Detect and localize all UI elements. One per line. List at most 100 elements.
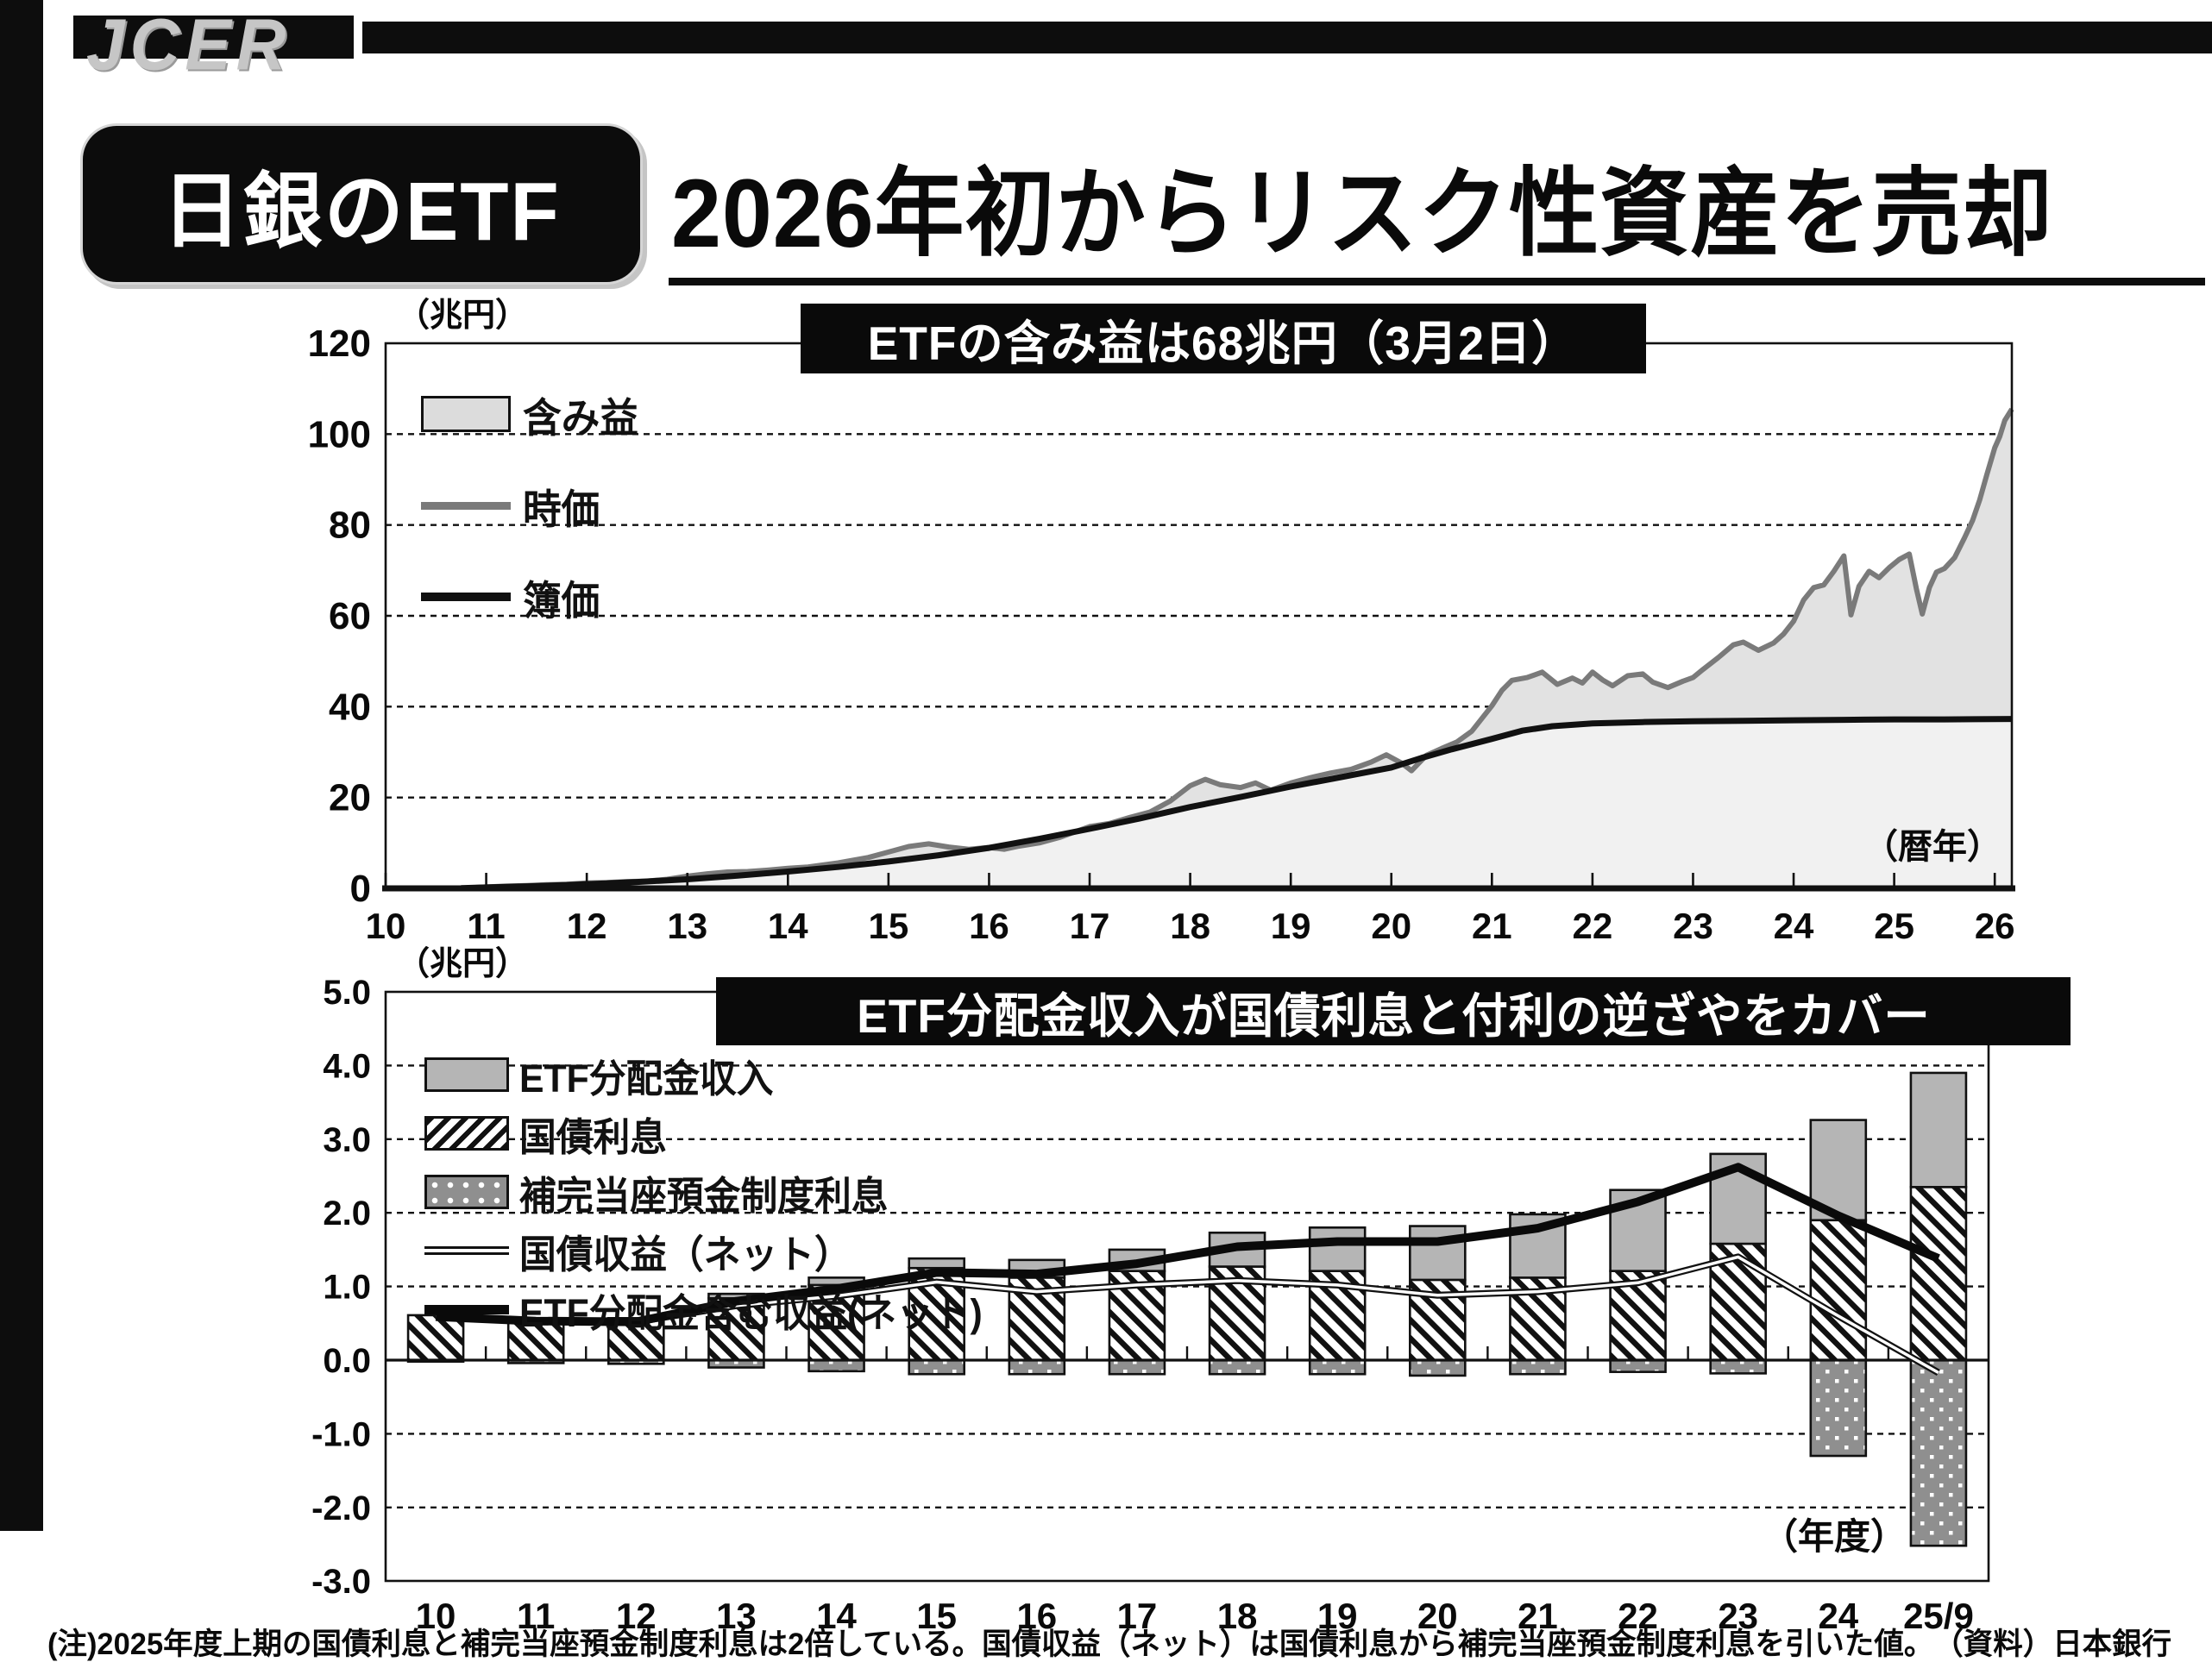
market-value-line-icon (421, 501, 511, 510)
legend-item-jgb-net: 国債収益（ネット） (424, 1230, 1007, 1276)
x-tick-label: 14 (768, 906, 808, 946)
x-category-label: 24 (1818, 1596, 1858, 1636)
x-tick-label: 26 (1975, 906, 2015, 946)
bar-supplement-interest (1008, 1358, 1066, 1376)
bar-etf-dividend (1909, 1071, 1968, 1188)
chart1-caption-text: ETFの含み益は68兆円（3月2日） (868, 316, 1579, 370)
bar-jgb-interest (1909, 1186, 1968, 1362)
bar-etf-dividend (1409, 1225, 1467, 1282)
bar-supplement-interest (1809, 1358, 1868, 1458)
bar-jgb-interest (1809, 1219, 1868, 1362)
bar-supplement-interest (1409, 1358, 1467, 1377)
jgb-net-line-icon (424, 1246, 509, 1255)
x-axis-note: （年度） (1762, 1516, 1907, 1557)
x-category-label: 14 (816, 1596, 857, 1636)
y-tick-label: 20 (329, 777, 371, 819)
y-tick-label: 3.0 (323, 1121, 371, 1159)
legend-item-unrealized-gain: 含み益 (421, 383, 644, 445)
x-tick-label: 10 (366, 906, 406, 946)
x-tick-label: 24 (1774, 906, 1814, 946)
bar-supplement-interest (1709, 1358, 1767, 1375)
title-underline (669, 278, 2205, 285)
x-tick-label: 13 (667, 906, 707, 946)
x-tick-label: 17 (1070, 906, 1110, 946)
legend-item-jgb-interest: 国債利息 (424, 1113, 1007, 1159)
x-tick-label: 11 (467, 906, 505, 946)
y-tick-label: 60 (329, 595, 371, 637)
chart2-caption-banner: ETF分配金収入が国債利息と付利の逆ざやをカバー (716, 977, 2071, 1045)
x-category-label: 15 (916, 1596, 957, 1636)
header-rule-bar (362, 22, 2212, 53)
logo-backdrop (73, 16, 354, 59)
bar-etf-dividend (1609, 1188, 1667, 1272)
x-labels: 10 11 12 13 14 15 16 17 18 19 20 21 22 23 24 25/9 (416, 1596, 1974, 1636)
y-labels: 0 20 40 60 80 100 120 (308, 323, 371, 910)
left-accent-strip (0, 0, 43, 1531)
topic-tag-label: 日銀のETF (161, 166, 562, 258)
jgb-interest-swatch-icon (424, 1116, 509, 1151)
book-area (461, 718, 2012, 888)
x-tick-label: 15 (869, 906, 909, 946)
bar-jgb-interest (406, 1314, 465, 1362)
bar-supplement-interest (1308, 1358, 1367, 1376)
bar-supplement-interest (1909, 1358, 1968, 1547)
x-tick-label: 25 (1874, 906, 1914, 946)
bar-supplement-interest (808, 1358, 865, 1373)
x-ticks (384, 873, 1996, 888)
y-tick-label: 100 (308, 413, 371, 455)
unrealized-gain-swatch-icon (421, 396, 511, 432)
x-tick-label: 12 (567, 906, 607, 946)
x-tick-label: 20 (1371, 906, 1411, 946)
legend-item-etf-dividend: ETF分配金収入 (424, 1054, 1007, 1101)
total-net-line (435, 1163, 1940, 1326)
y-tick-label: 5.0 (323, 974, 371, 1012)
footnote: (注)2025年度上期の国債利息と補完当座預金制度利息は2倍している。国債収益（… (47, 1628, 2172, 1661)
supplement-interest-swatch-icon (424, 1175, 509, 1209)
legend-item-total-net: ETF分配金含む収益(ネット) (424, 1289, 1007, 1335)
bottom-chart-legend: ETF分配金収入 国債利息 補完当座預金制度利息 国債収益（ネット） ETF分配… (424, 1054, 1007, 1335)
x-category-label: 22 (1618, 1596, 1658, 1636)
book-value-line-icon (421, 593, 511, 601)
y-tick-label: 2.0 (323, 1195, 371, 1232)
chart2-caption-text: ETF分配金収入が国債利息と付利の逆ざやをカバー (856, 988, 1931, 1043)
x-category-label: 11 (517, 1596, 555, 1636)
x-tick-label: 22 (1573, 906, 1613, 946)
y-unit-label: （兆円） (397, 946, 528, 982)
x-labels: 10 11 12 13 14 15 16 17 18 19 20 21 22 23 24 25 26 (366, 906, 2015, 946)
x-category-label: 25/9 (1903, 1596, 1974, 1636)
market-value-line (461, 407, 2014, 891)
y-tick-label: -2.0 (311, 1490, 371, 1527)
x-category-label: 20 (1417, 1596, 1458, 1636)
x-category-label: 21 (1518, 1596, 1558, 1636)
legend-item-supplement-interest: 補完当座預金制度利息 (424, 1171, 1007, 1218)
y-tick-label: 4.0 (323, 1047, 371, 1085)
bottom-chart-income: 10 11 12 13 14 15 16 17 18 19 20 21 22 23 24 25/9 5.0 4.0… (311, 946, 1990, 1636)
top-chart-legend: 含み益 時価 簿価 (421, 383, 644, 628)
y-tick-label: 120 (308, 323, 371, 365)
legend-item-book-value: 簿価 (421, 566, 644, 628)
bar-supplement-interest (1609, 1358, 1667, 1373)
bar-etf-dividend (908, 1257, 965, 1270)
y-tick-label: -1.0 (311, 1415, 371, 1453)
x-tick-label: 16 (969, 906, 1009, 946)
bars-etf-dividend (707, 1071, 1968, 1300)
total-net-line-icon (424, 1304, 509, 1314)
bar-supplement-interest (1509, 1358, 1567, 1376)
y-unit-label: （兆円） (397, 298, 528, 334)
x-tick-label: 19 (1271, 906, 1311, 946)
x-category-label: 16 (1016, 1596, 1057, 1636)
book-value-line (461, 716, 2013, 892)
y-labels: 5.0 4.0 3.0 2.0 1.0 0.0 -1.0 -2.0 -3.0 (311, 974, 371, 1601)
bars-supplement (406, 1358, 1968, 1547)
bar-supplement-interest (908, 1358, 965, 1376)
page-title: 2026年初からリスク性資産を売却 (671, 160, 2053, 267)
etf-dividend-swatch-icon (424, 1057, 509, 1092)
x-tick-label: 21 (1472, 906, 1512, 946)
bar-supplement-interest (1208, 1358, 1266, 1376)
y-tick-label: 0 (350, 868, 371, 910)
topic-tag-box: 日銀のETF (80, 123, 643, 285)
y-tick-label: 80 (329, 505, 371, 547)
bar-supplement-interest (1108, 1358, 1166, 1376)
y-tick-label: 40 (329, 686, 371, 728)
x-axis-note: （暦年） (1863, 828, 2001, 866)
